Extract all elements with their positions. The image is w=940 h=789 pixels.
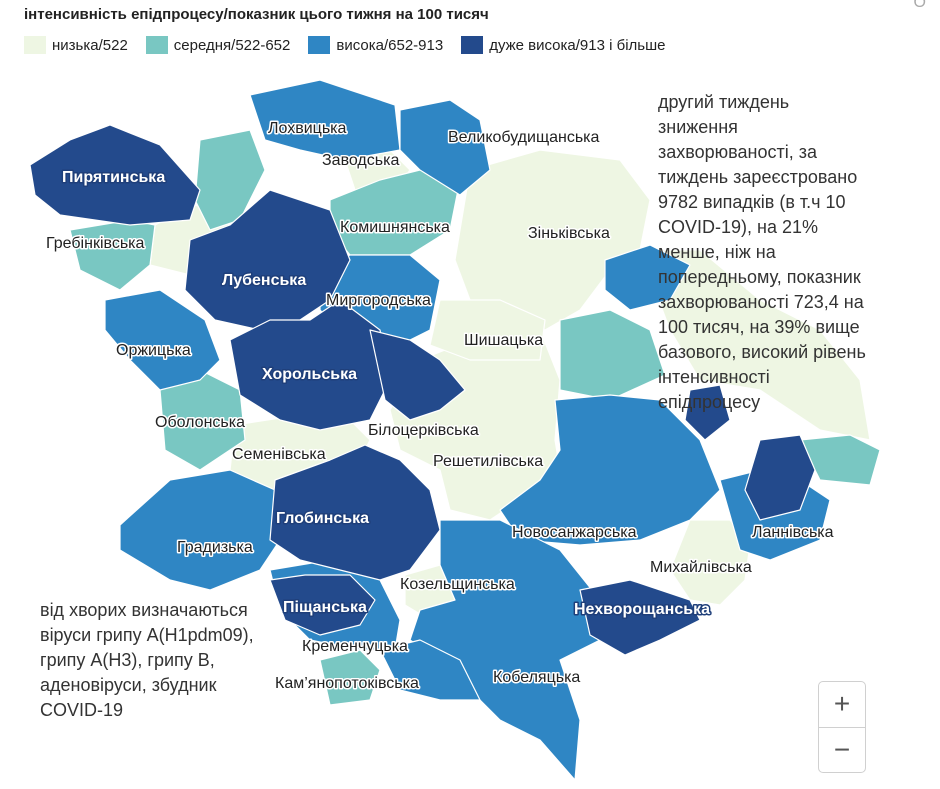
legend: низька/522 середня/522-652 висока/652-91…	[24, 36, 665, 54]
label-reshetylivska: Решетилівська	[433, 453, 543, 470]
label-kozelshchynska: Козельщинська	[400, 576, 515, 593]
label-hlobynska: Глобинська	[276, 510, 369, 527]
region-hradyzka[interactable]	[119, 469, 281, 591]
region-kobelyatska[interactable]	[409, 519, 601, 781]
legend-swatch-low	[24, 36, 46, 54]
region-far-east-medium[interactable]	[799, 434, 881, 486]
label-pishchanska: Піщанська	[283, 599, 367, 616]
region-nekhvoroshchanska[interactable]	[579, 579, 701, 656]
zoom-in-button[interactable]: +	[833, 688, 851, 720]
legend-swatch-high	[308, 36, 331, 54]
region-south-high[interactable]	[379, 639, 481, 701]
legend-label-medium: середня/522-652	[173, 36, 291, 54]
region-pyryatynska[interactable]	[29, 124, 201, 226]
summary-note: другий тиждень зниження захворюваності, …	[658, 92, 866, 412]
legend-item-medium: середня/522-652	[145, 36, 291, 54]
region-east-high[interactable]	[604, 244, 691, 311]
label-bilotserkivska: Білоцерківська	[368, 422, 479, 439]
label-khorolska: Хорольська	[262, 366, 357, 383]
region-lannivska[interactable]	[744, 434, 816, 521]
map-title: інтенсивність епідпроцесу/показник цього…	[24, 6, 489, 23]
virus-note: від хворих визначаються віруси грипу А(Н…	[40, 600, 254, 720]
choropleth-map: Лохвицька Заводська Великобудищанська Пи…	[29, 79, 881, 781]
label-semenivska: Семенівська	[232, 446, 326, 463]
label-komyshnyanska: Комишнянська	[340, 219, 450, 236]
region-shyshatska[interactable]	[429, 299, 546, 361]
region-lubenska[interactable]	[184, 189, 351, 331]
label-oboloneska: Оболонська	[155, 414, 245, 431]
region-orzhytska[interactable]	[104, 289, 221, 391]
zoom-out-button[interactable]: −	[819, 726, 865, 773]
corner-glyph: O	[913, 0, 926, 11]
label-pyryatynska: Пирятинська	[62, 169, 165, 186]
legend-item-very-high: дуже висока/913 і більше	[461, 36, 665, 54]
region-east-very-high[interactable]	[684, 384, 731, 441]
label-zinkivska: Зіньківська	[528, 225, 610, 242]
region-kamyanopotokivska[interactable]	[319, 649, 381, 706]
label-lokhvytska: Лохвицька	[268, 120, 347, 137]
region-novosanzharska[interactable]	[499, 394, 721, 546]
label-nekhvoroshchanska: Нехворощанська	[574, 601, 710, 618]
legend-item-low: низька/522	[24, 36, 128, 54]
region-bilotserkivska[interactable]	[369, 329, 466, 421]
label-hradyzka: Градизька	[177, 539, 253, 556]
label-lannivska: Ланнівська	[752, 524, 834, 541]
legend-label-low: низька/522	[52, 36, 128, 54]
legend-label-very-high: дуже висока/913 і більше	[489, 36, 666, 54]
legend-swatch-medium	[145, 36, 168, 54]
label-hrebinkivska: Гребінківська	[46, 235, 145, 252]
label-lubenska: Лубенська	[222, 272, 306, 289]
legend-item-high: висока/652-913	[308, 36, 443, 54]
label-shyshatska: Шишацька	[464, 332, 543, 349]
region-velykobudyshchanska[interactable]	[399, 99, 491, 196]
label-orzhytska: Оржицька	[116, 342, 191, 359]
region-hlobynska[interactable]	[269, 444, 441, 581]
label-kamyanopotokivska: Кам’янопотоківська	[275, 675, 419, 692]
label-kremenchutska: Кременчуцька	[302, 638, 408, 655]
legend-label-high: висока/652-913	[336, 36, 444, 54]
label-mykhailivska: Михайлівська	[650, 559, 752, 576]
region-zinkivska[interactable]	[454, 149, 651, 331]
legend-swatch-very-high	[461, 36, 484, 54]
label-novosanzharska: Новосанжарська	[512, 524, 637, 541]
zoom-control: + −	[818, 681, 866, 773]
label-zavodska: Заводська	[322, 152, 399, 169]
region-pishchanska[interactable]	[269, 574, 376, 636]
region-hrebinkivska[interactable]	[69, 219, 156, 291]
label-velykobudyshchanska: Великобудищанська	[448, 129, 600, 146]
label-kobelyatska: Кобеляцька	[493, 669, 580, 686]
region-east-medium[interactable]	[559, 309, 666, 401]
label-myrhorodska: Миргородська	[326, 292, 431, 309]
